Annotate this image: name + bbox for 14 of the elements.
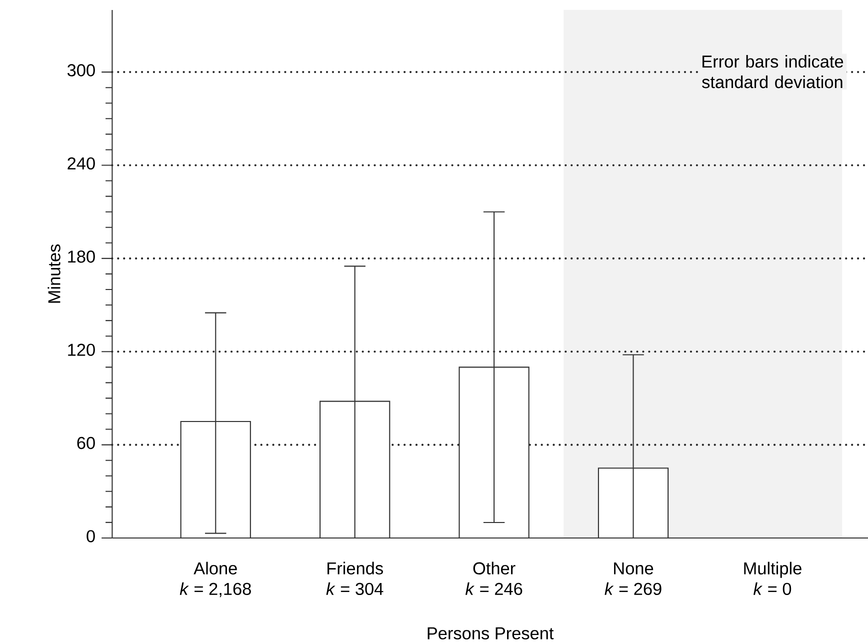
x-tick-label: Alone k = 2,168 (180, 562, 251, 597)
y-tick-label: 300 (67, 64, 95, 76)
x-tick-label: Other k = 246 (465, 562, 522, 595)
y-tick-label: 0 (86, 530, 95, 542)
x-axis-title: Persons Present (428, 627, 554, 640)
y-tick-label: 180 (68, 250, 95, 263)
x-tick-label: Multiple k = 0 (744, 562, 802, 595)
y-tick-label: 60 (77, 436, 95, 449)
y-tick-label: 240 (68, 157, 95, 170)
x-tick-label: None k = 269 (604, 562, 662, 595)
y-axis-title: Minutes (48, 244, 60, 303)
y-tick-label: 120 (68, 343, 95, 356)
x-tick-label: Friends k = 304 (326, 562, 384, 595)
annotation: Error bars indicate standard deviation (702, 54, 844, 88)
